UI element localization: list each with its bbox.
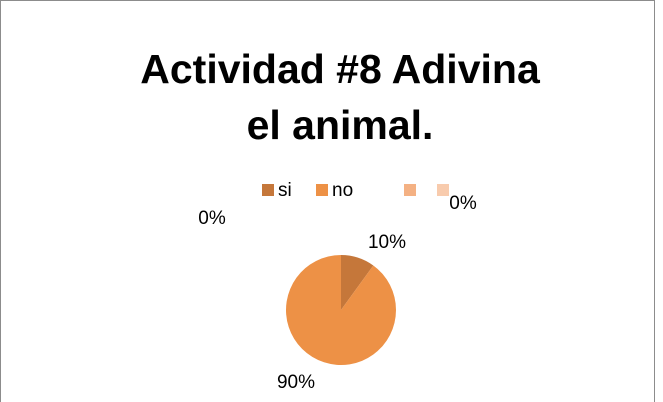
legend-swatch [262, 184, 274, 196]
pie-slice [286, 255, 396, 365]
data-label: 10% [368, 232, 406, 253]
data-label: 0% [449, 193, 477, 214]
legend-swatch [437, 184, 449, 196]
pie-slice [341, 255, 374, 310]
chart-title: Actividad #8 Adivina el animal. [140, 46, 541, 148]
data-label: 0% [198, 208, 226, 229]
data-label: 90% [277, 372, 315, 393]
legend-swatch [316, 184, 328, 196]
legend-swatch [404, 184, 416, 196]
legend-label: no [332, 180, 353, 201]
legend-label: si [278, 180, 292, 201]
